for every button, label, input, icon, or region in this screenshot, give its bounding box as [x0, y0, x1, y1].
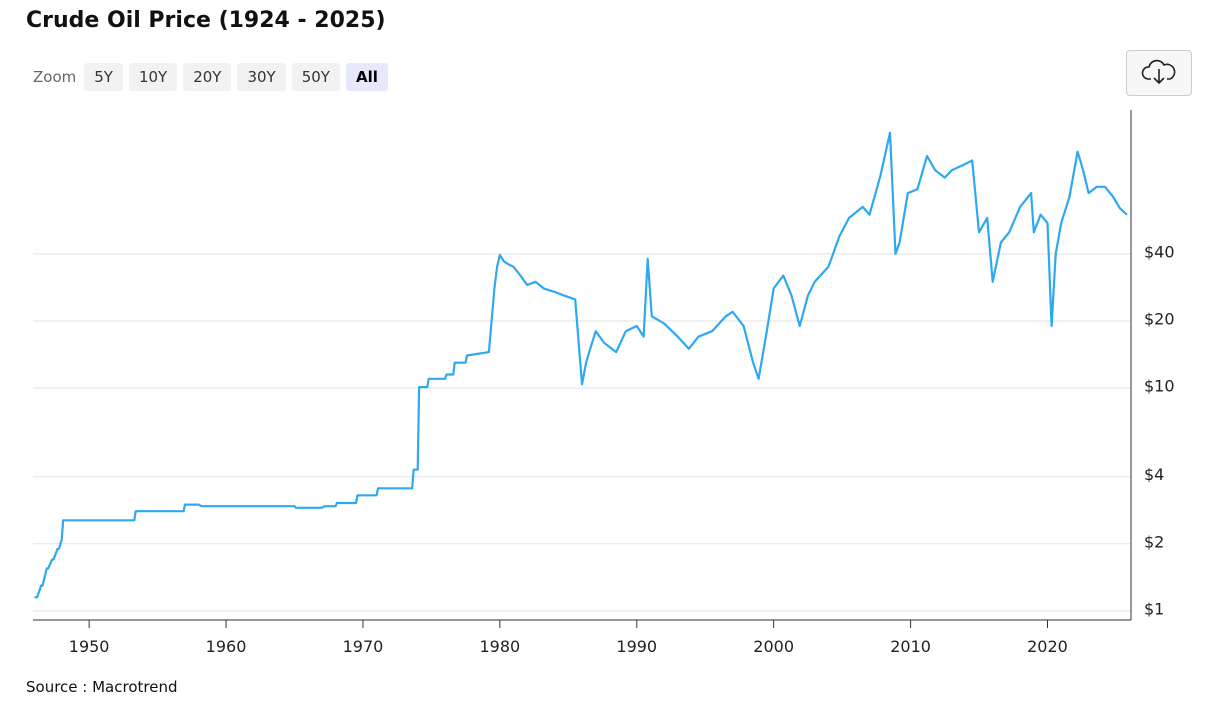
x-tick-label: 1970	[343, 637, 384, 656]
x-tick-label: 1950	[69, 637, 110, 656]
y-tick-label: $2	[1144, 532, 1164, 551]
download-button[interactable]	[1126, 50, 1192, 96]
y-tick-label: $20	[1144, 309, 1175, 328]
zoom-button[interactable]: All	[345, 63, 388, 91]
y-tick-label: $10	[1144, 377, 1175, 396]
zoom-toolbar: Zoom 5Y 10Y 20Y 30Y 50Y All	[33, 63, 388, 91]
zoom-button[interactable]: 10Y	[128, 63, 178, 91]
zoom-button[interactable]: 5Y	[84, 63, 123, 91]
zoom-button[interactable]: 30Y	[237, 63, 286, 91]
y-tick-label: $1	[1144, 599, 1164, 618]
zoom-label: Zoom	[33, 68, 77, 86]
x-tick-label: 2010	[890, 637, 931, 656]
chart-title: Crude Oil Price (1924 - 2025)	[26, 8, 386, 33]
x-tick-label: 1980	[479, 637, 520, 656]
source: Source : Macrotrend	[26, 678, 178, 696]
y-tick-label: $4	[1144, 465, 1164, 484]
x-tick-label: 1990	[616, 637, 657, 656]
x-tick-label: 2020	[1027, 637, 1068, 656]
zoom-button[interactable]: 20Y	[183, 63, 232, 91]
zoom-button[interactable]: 50Y	[291, 63, 340, 91]
price-line	[34, 131, 1128, 599]
download-icon	[1141, 59, 1176, 85]
y-tick-label: $40	[1144, 242, 1175, 261]
x-tick-label: 1960	[206, 637, 247, 656]
x-tick-label: 2000	[753, 637, 794, 656]
